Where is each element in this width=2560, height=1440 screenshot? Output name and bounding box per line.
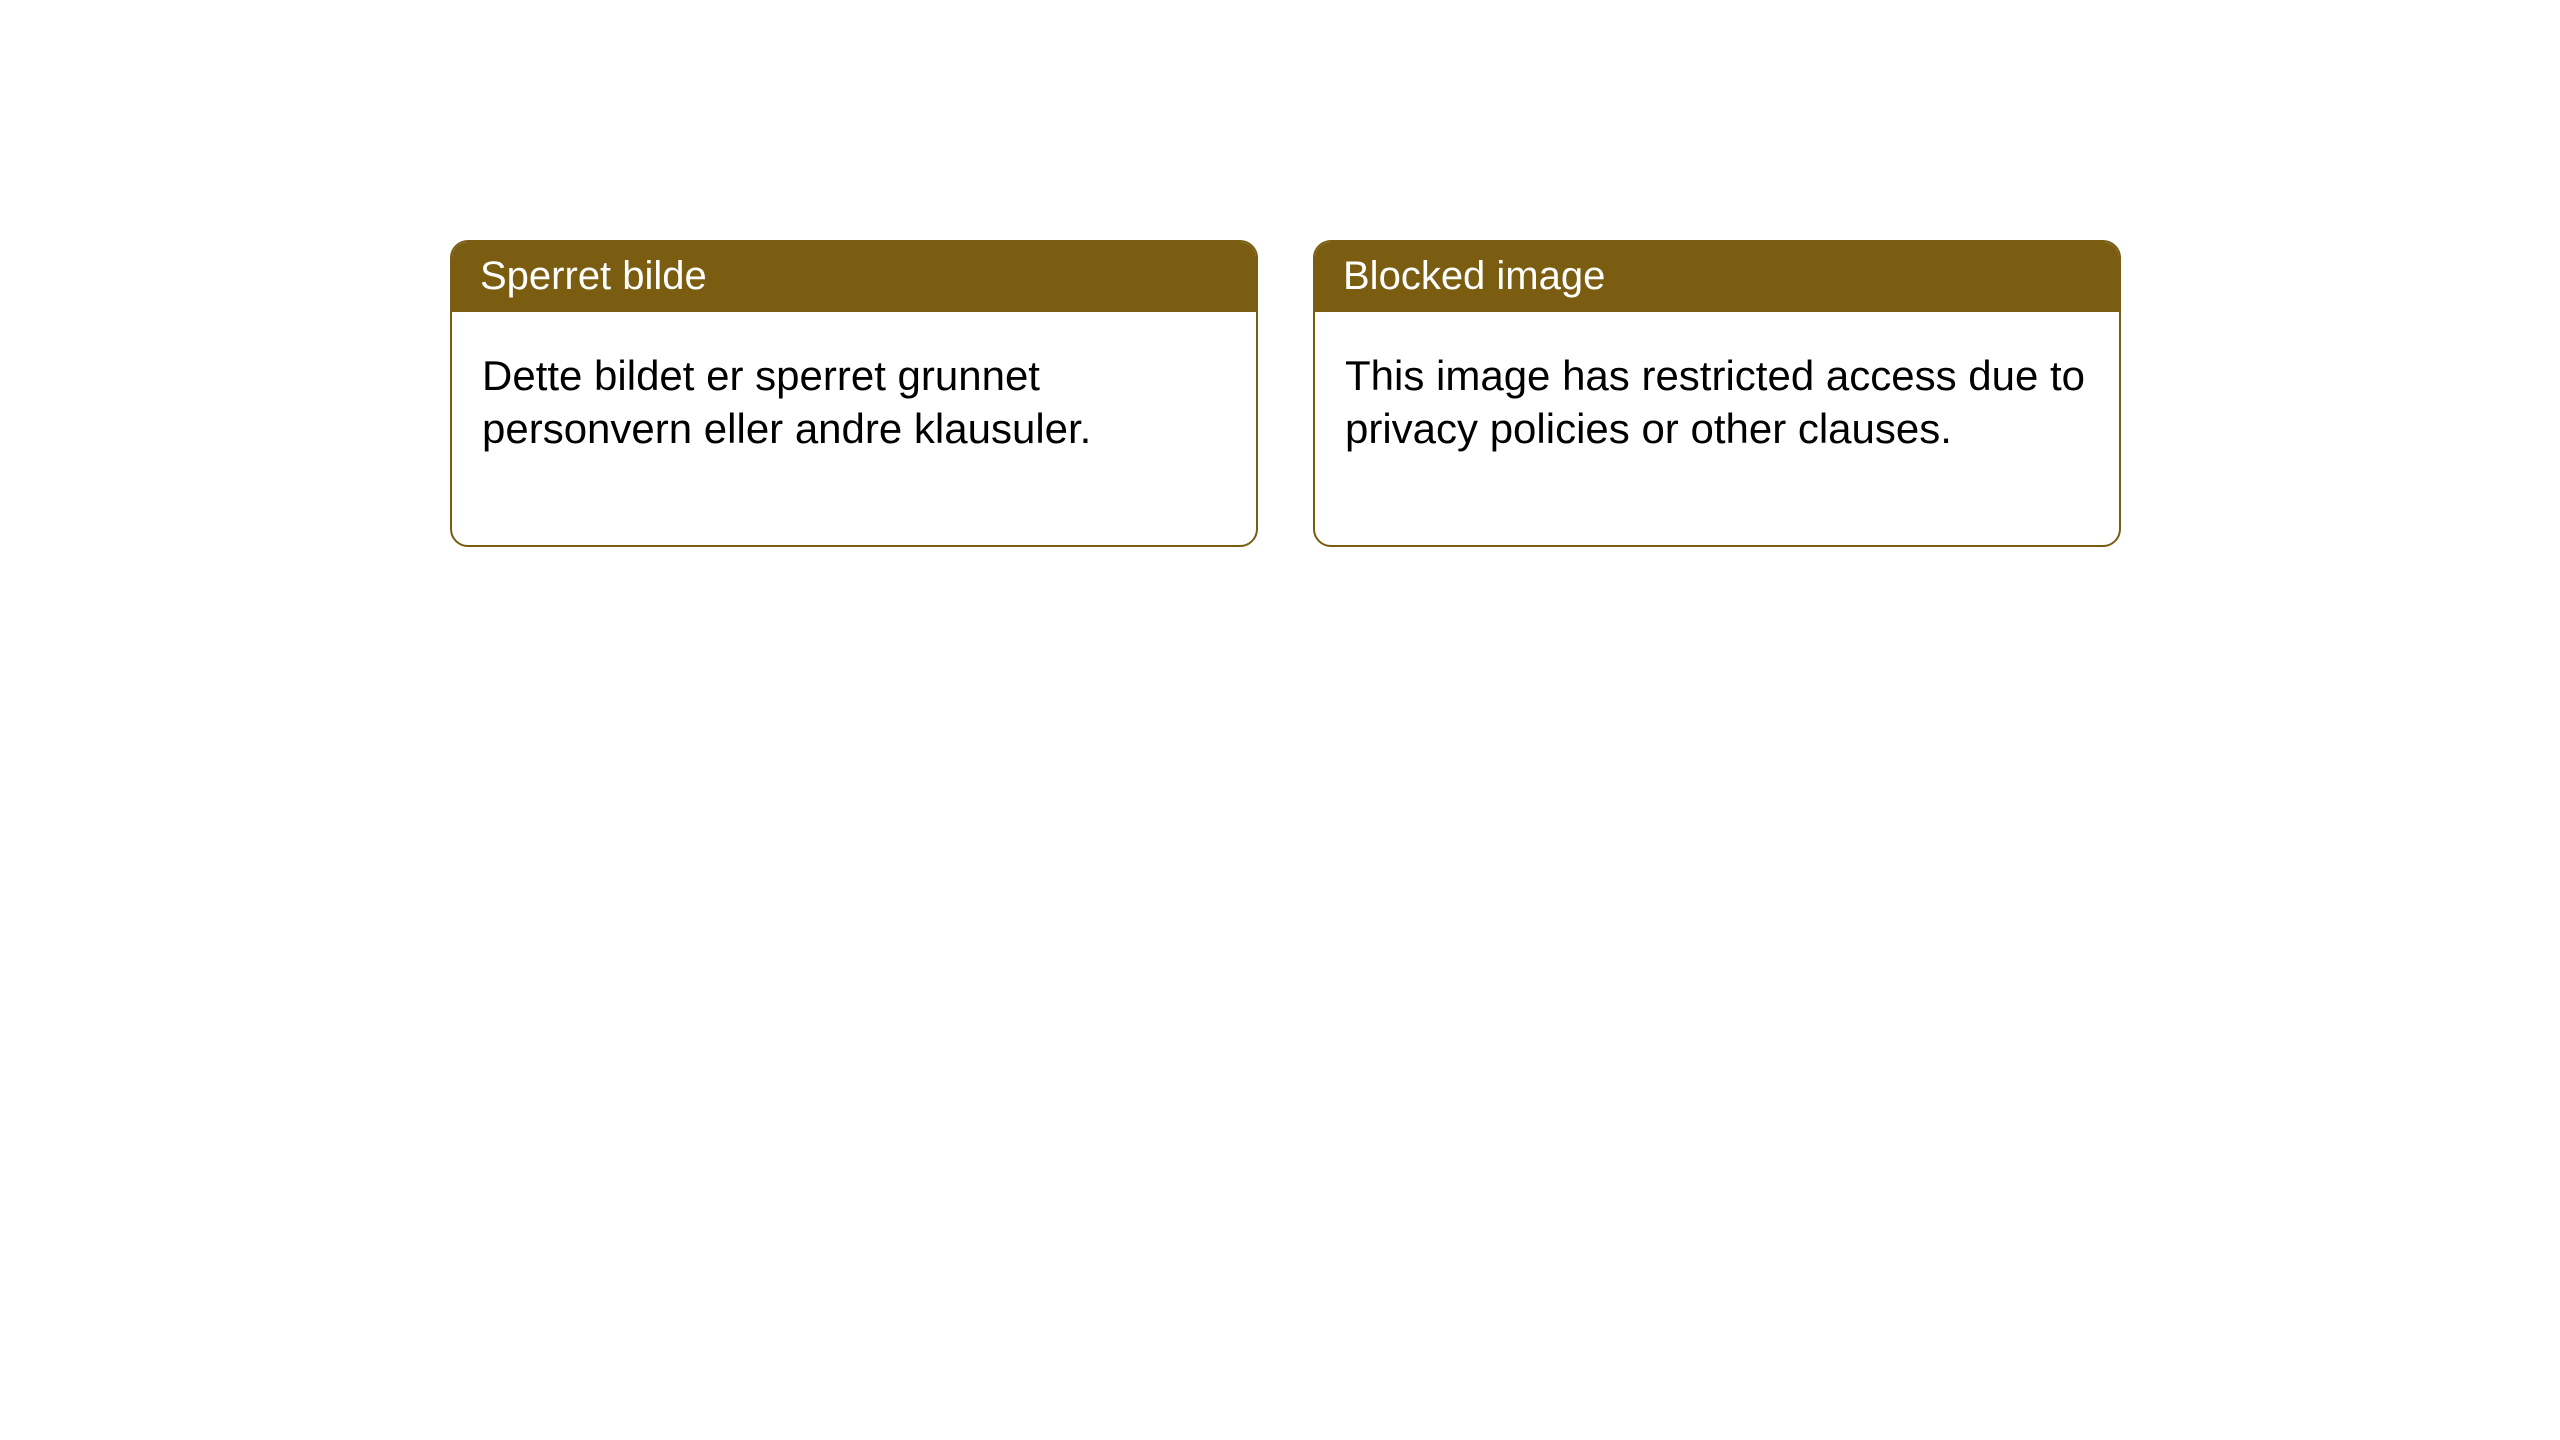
notice-container: Sperret bilde Dette bildet er sperret gr… [0, 0, 2560, 547]
notice-card-body: This image has restricted access due to … [1315, 312, 2119, 545]
notice-card-norwegian: Sperret bilde Dette bildet er sperret gr… [450, 240, 1258, 547]
notice-card-title: Blocked image [1315, 242, 2119, 312]
notice-card-english: Blocked image This image has restricted … [1313, 240, 2121, 547]
notice-card-body: Dette bildet er sperret grunnet personve… [452, 312, 1256, 545]
notice-card-title: Sperret bilde [452, 242, 1256, 312]
